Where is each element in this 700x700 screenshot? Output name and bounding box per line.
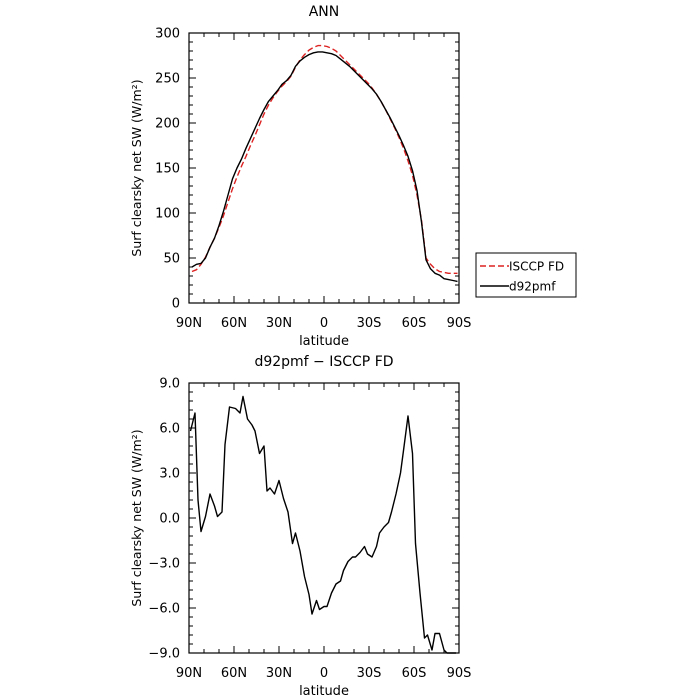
y-tick-label: 9.0	[159, 377, 180, 392]
legend-label: d92pmf	[509, 280, 556, 294]
x-tick-label: 60S	[402, 316, 427, 331]
x-tick-label: 30S	[357, 316, 382, 331]
x-tick-label: 90S	[447, 666, 472, 681]
y-tick-label: 100	[155, 207, 180, 222]
y-tick-label: 0.0	[159, 512, 180, 527]
chart-title: d92pmf − ISCCP FD	[254, 354, 393, 370]
chart-title: ANN	[309, 4, 340, 20]
y-tick-label: 50	[163, 252, 180, 267]
y-tick-label: 200	[155, 117, 180, 132]
x-tick-label: 30N	[266, 666, 292, 681]
y-tick-label: 150	[155, 162, 180, 177]
y-tick-label: −3.0	[148, 557, 180, 572]
x-tick-label: 60N	[221, 316, 247, 331]
plot-frame	[188, 32, 460, 304]
y-tick-label: 6.0	[159, 422, 180, 437]
y-tick-label: 300	[155, 27, 180, 42]
x-tick-label: 60N	[221, 666, 247, 681]
y-tick-label: 3.0	[159, 467, 180, 482]
x-tick-label: 60S	[402, 666, 427, 681]
y-tick-label: 0	[172, 297, 180, 312]
x-tick-label: 30N	[266, 316, 292, 331]
x-axis-label: latitude	[299, 684, 349, 699]
y-axis-label: Surf clearsky net SW (W/m²)	[129, 79, 144, 256]
x-tick-label: 90N	[176, 316, 202, 331]
x-tick-label: 90S	[447, 316, 472, 331]
legend-box	[475, 252, 577, 298]
series-line-isccp-fd	[191, 44, 458, 274]
x-tick-label: 90N	[176, 666, 202, 681]
series-line-panel2	[189, 395, 456, 654]
y-tick-label: −9.0	[148, 647, 180, 662]
y-tick-label: −6.0	[148, 602, 180, 617]
y-axis-label: Surf clearsky net SW (W/m²)	[129, 429, 144, 606]
series-line-d92pmf	[191, 51, 458, 283]
x-tick-label: 0	[320, 316, 328, 331]
legend-label: ISCCP FD	[509, 260, 564, 274]
x-tick-label: 30S	[357, 666, 382, 681]
y-tick-label: 250	[155, 72, 180, 87]
x-axis-label: latitude	[299, 334, 349, 349]
plot-frame	[188, 382, 460, 654]
x-tick-label: 0	[320, 666, 328, 681]
